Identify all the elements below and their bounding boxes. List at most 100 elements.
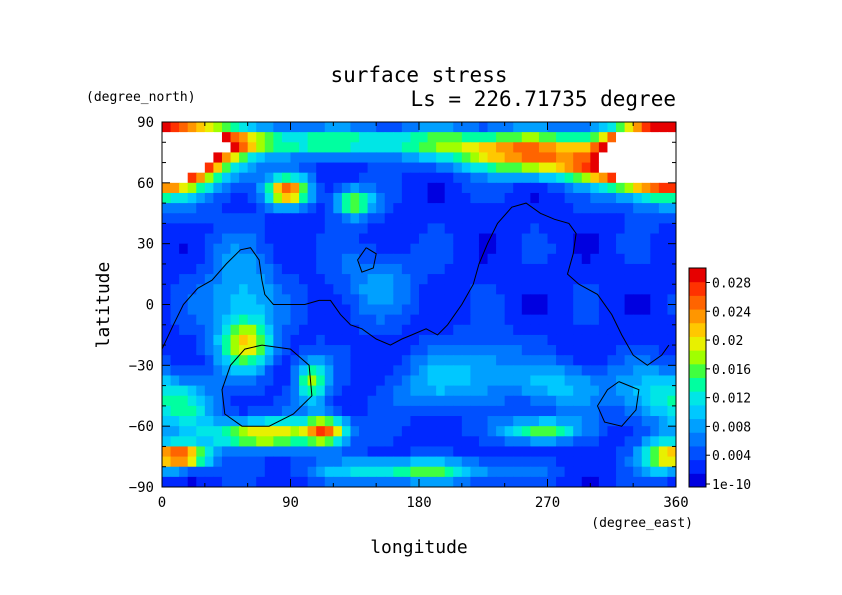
heatmap-cell (350, 385, 360, 397)
heatmap-cell (239, 213, 249, 224)
heatmap-cell (384, 172, 394, 184)
heatmap-cell (290, 203, 300, 214)
heatmap-cell (221, 162, 232, 174)
heatmap-cell (461, 223, 471, 235)
heatmap-cell (650, 192, 660, 204)
heatmap-cell (658, 294, 669, 306)
heatmap-cell (521, 355, 531, 366)
heatmap-cell (521, 395, 531, 407)
heatmap-cell (393, 213, 403, 224)
heatmap-cell (239, 416, 249, 427)
heatmap-cell (419, 122, 429, 133)
heatmap-cell (204, 132, 214, 143)
heatmap-cell (350, 213, 360, 224)
heatmap-cell (453, 405, 463, 417)
heatmap-cell (196, 233, 206, 245)
heatmap-cell (410, 426, 420, 437)
heatmap-cell (213, 365, 223, 377)
heatmap-cell (324, 172, 334, 184)
heatmap-cell (513, 456, 523, 468)
heatmap-cell (281, 213, 292, 224)
heatmap-cell (436, 152, 446, 164)
heatmap-cell (470, 284, 480, 295)
heatmap-cell (658, 182, 669, 194)
heatmap-cell (607, 142, 617, 154)
heatmap-cell (187, 436, 197, 448)
heatmap-cell (187, 243, 197, 255)
heatmap-cell (316, 476, 326, 487)
heatmap-cell (478, 324, 489, 336)
heatmap-cell (641, 385, 651, 397)
heatmap-cell (230, 466, 240, 478)
heatmap-cell (521, 416, 531, 427)
heatmap-cell (196, 172, 206, 184)
heatmap-cell (384, 324, 394, 336)
heatmap-cell (547, 456, 557, 468)
heatmap-cell (641, 203, 651, 214)
heatmap-cell (564, 426, 574, 437)
heatmap-cell (213, 162, 223, 174)
heatmap-cell (179, 263, 189, 275)
heatmap-cell (427, 334, 437, 346)
heatmap-cell (658, 192, 669, 204)
heatmap-cell (487, 253, 497, 265)
heatmap-cell (162, 243, 172, 255)
heatmap-cell (179, 294, 189, 306)
heatmap-cell (393, 152, 403, 164)
heatmap-cell (367, 203, 377, 214)
heatmap-cell (290, 375, 300, 387)
heatmap-cell (324, 233, 334, 245)
heatmap-cell (521, 253, 531, 265)
heatmap-cell (333, 132, 343, 143)
heatmap-cell (393, 132, 403, 143)
heatmap-cell (556, 172, 566, 184)
heatmap-cell (573, 405, 583, 417)
heatmap-cell (453, 233, 463, 245)
heatmap-cell (410, 304, 420, 316)
heatmap-cell (667, 416, 676, 427)
heatmap-cell (573, 314, 583, 326)
heatmap-cell (667, 243, 676, 255)
heatmap-cell (538, 365, 549, 377)
heatmap-cell (624, 466, 634, 478)
heatmap-cell (170, 426, 180, 437)
heatmap-cell (598, 223, 609, 235)
heatmap-cell (607, 263, 617, 275)
heatmap-cell (247, 476, 257, 487)
heatmap-cell (213, 345, 223, 356)
heatmap-cell (341, 385, 352, 397)
heatmap-cell (658, 395, 669, 407)
heatmap-cell (641, 243, 651, 255)
heatmap-cell (470, 466, 480, 478)
heatmap-cell (359, 223, 369, 235)
heatmap-cell (350, 203, 360, 214)
heatmap-cell (299, 253, 309, 265)
heatmap-cell (487, 294, 497, 306)
heatmap-cell (530, 426, 540, 437)
heatmap-cell (273, 213, 283, 224)
heatmap-cell (273, 405, 283, 417)
heatmap-cell (547, 324, 557, 336)
heatmap-cell (281, 395, 292, 407)
heatmap-cell (256, 223, 266, 235)
heatmap-cell (401, 436, 412, 448)
heatmap-cell (650, 304, 660, 316)
heatmap-cell (598, 436, 609, 448)
heatmap-cell (410, 476, 420, 487)
heatmap-cell (281, 416, 292, 427)
heatmap-cell (436, 274, 446, 285)
heatmap-cell (547, 274, 557, 285)
heatmap-cell (444, 345, 454, 356)
heatmap-cell (187, 213, 197, 224)
heatmap-cell (341, 375, 352, 387)
heatmap-cell (299, 385, 309, 397)
heatmap-cell (221, 233, 232, 245)
heatmap-cell (221, 365, 232, 377)
heatmap-cell (427, 365, 437, 377)
heatmap-cell (513, 274, 523, 285)
heatmap-cell (538, 253, 549, 265)
heatmap-cell (624, 476, 634, 487)
heatmap-cell (221, 345, 232, 356)
heatmap-cell (564, 456, 574, 468)
heatmap-cell (273, 446, 283, 458)
